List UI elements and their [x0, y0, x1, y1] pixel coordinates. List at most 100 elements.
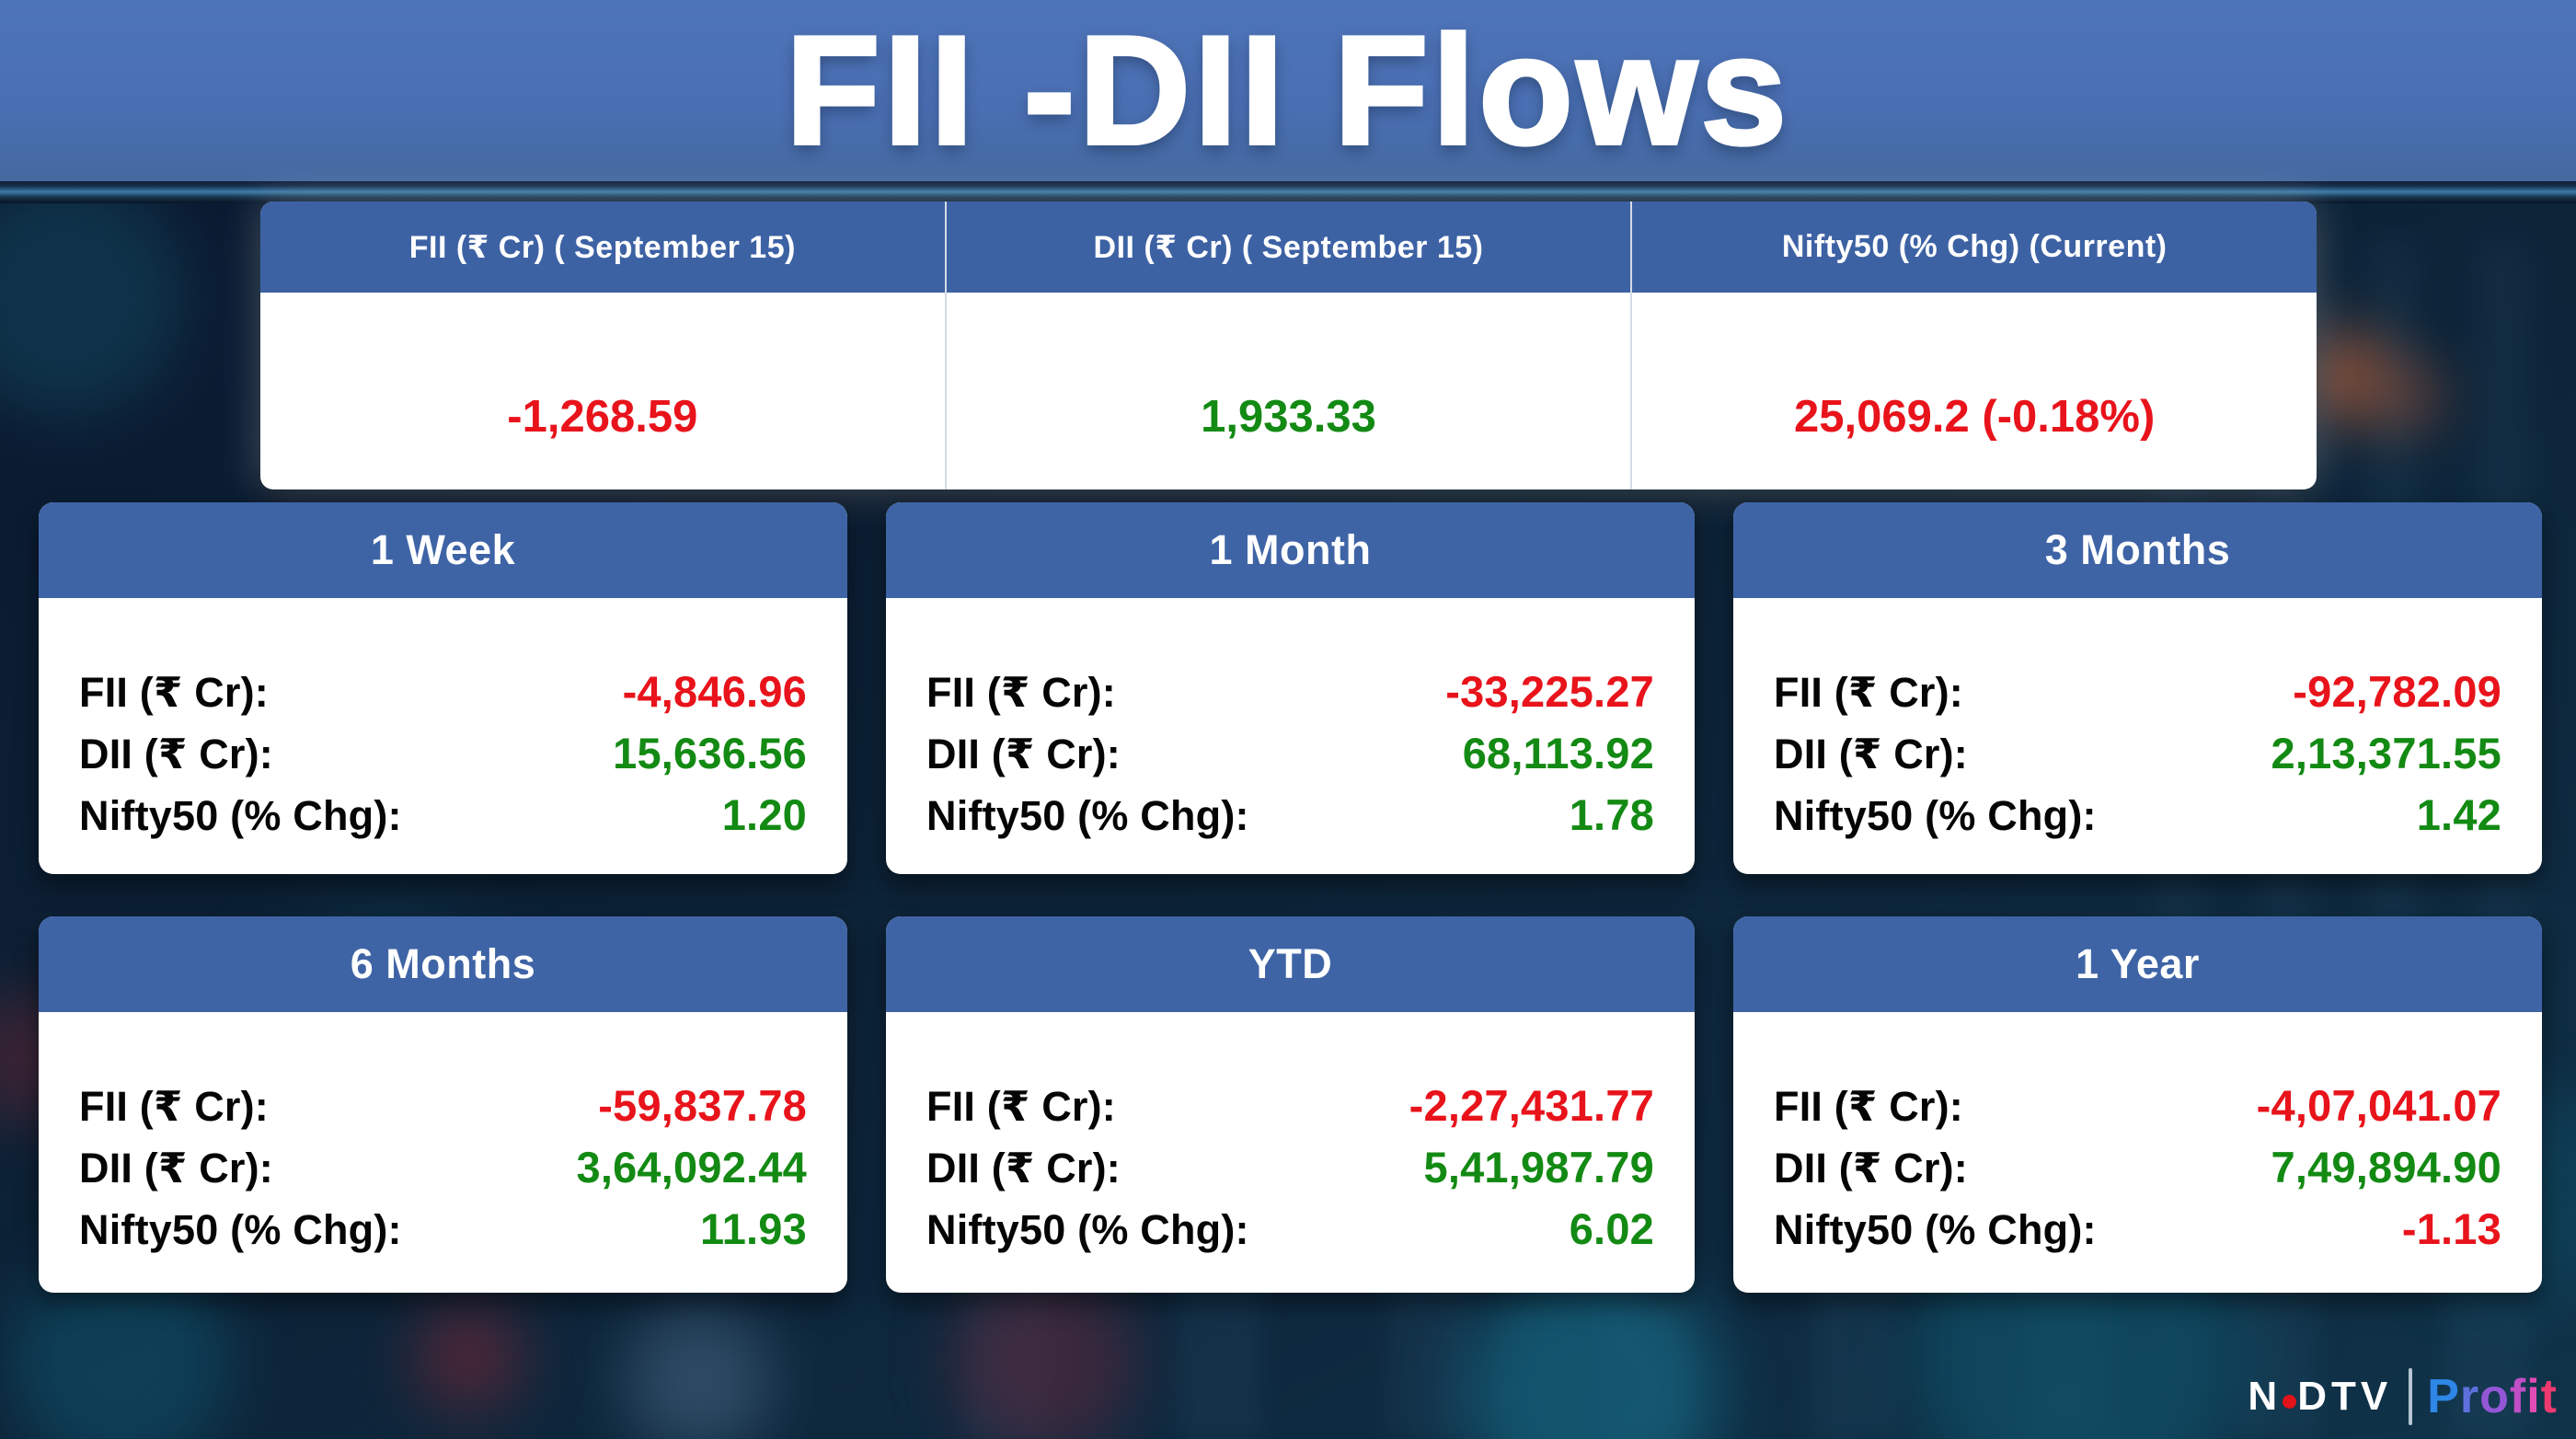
summary-col-dii: DII (₹ Cr) ( September 15) 1,933.33: [944, 201, 1631, 489]
nifty-label: Nifty50 (% Chg):: [926, 1206, 1249, 1253]
nifty-label: Nifty50 (% Chg):: [1774, 1206, 2097, 1253]
dii-label: DII (₹ Cr):: [1774, 731, 1968, 777]
bokeh-circle: [0, 175, 184, 414]
nifty-row: Nifty50 (% Chg): 1.42: [1774, 789, 2501, 851]
dii-value: 2,13,371.55: [2271, 729, 2501, 777]
fii-row: FII (₹ Cr): -92,782.09: [1774, 666, 2501, 728]
bokeh-circle: [2302, 333, 2390, 421]
nifty-value: 11.93: [699, 1204, 807, 1253]
bokeh-circle: [626, 1307, 773, 1439]
summary-header-nifty: Nifty50 (% Chg) (Current): [1632, 201, 2317, 293]
fii-label: FII (₹ Cr):: [926, 669, 1116, 716]
nifty-value: -1.13: [2401, 1204, 2501, 1253]
nifty-row: Nifty50 (% Chg): 11.93: [79, 1203, 807, 1265]
dii-label: DII (₹ Cr):: [1774, 1145, 1968, 1191]
nifty-value: 1.78: [1569, 790, 1654, 839]
period-card-header: 1 Month: [886, 502, 1695, 598]
profit-letter: f: [2509, 1370, 2527, 1423]
summary-value-dii: 1,933.33: [1201, 392, 1376, 442]
fii-value: -33,225.27: [1445, 667, 1654, 716]
fii-row: FII (₹ Cr): -2,27,431.77: [926, 1080, 1654, 1142]
ndtv-wordmark: N DTV: [2248, 1374, 2392, 1420]
fii-value: -92,782.09: [2293, 667, 2501, 716]
nifty-value: 6.02: [1569, 1204, 1654, 1253]
dii-row: DII (₹ Cr): 5,41,987.79: [926, 1142, 1654, 1203]
period-card-header: 6 Months: [39, 916, 847, 1012]
fii-label: FII (₹ Cr):: [926, 1083, 1116, 1130]
period-card-header: YTD: [886, 916, 1695, 1012]
ndtv-letter-n: N: [2248, 1374, 2283, 1419]
profit-letter: o: [2479, 1370, 2510, 1423]
dii-value: 7,49,894.90: [2271, 1143, 2501, 1191]
summary-header-dii: DII (₹ Cr) ( September 15): [946, 201, 1631, 293]
nifty-label: Nifty50 (% Chg):: [926, 792, 1249, 839]
fii-row: FII (₹ Cr): -4,07,041.07: [1774, 1080, 2501, 1142]
period-card-ytd: YTD FII (₹ Cr): -2,27,431.77 DII (₹ Cr):…: [886, 916, 1695, 1293]
dii-label: DII (₹ Cr):: [926, 731, 1121, 777]
fii-row: FII (₹ Cr): -4,846.96: [79, 666, 807, 728]
nifty-value: 1.42: [2416, 790, 2501, 839]
fii-label: FII (₹ Cr):: [79, 1083, 269, 1130]
dii-value: 3,64,092.44: [576, 1143, 807, 1191]
nifty-value: 1.20: [721, 790, 807, 839]
period-card-1-year: 1 Year FII (₹ Cr): -4,07,041.07 DII (₹ C…: [1733, 916, 2542, 1293]
dii-value: 5,41,987.79: [1423, 1143, 1654, 1191]
fii-row: FII (₹ Cr): -59,837.78: [79, 1080, 807, 1142]
nifty-label: Nifty50 (% Chg):: [79, 1206, 402, 1253]
profit-letter: P: [2427, 1370, 2460, 1423]
banner-divider-strip: [0, 181, 2576, 203]
period-cards-row-2: 6 Months FII (₹ Cr): -59,837.78 DII (₹ C…: [39, 916, 2542, 1293]
summary-value-fii: -1,268.59: [507, 392, 698, 442]
bokeh-circle: [414, 1302, 524, 1412]
nifty-label: Nifty50 (% Chg):: [1774, 792, 2097, 839]
period-card-header: 1 Week: [39, 502, 847, 598]
period-card-1-week: 1 Week FII (₹ Cr): -4,846.96 DII (₹ Cr):…: [39, 502, 847, 874]
dii-label: DII (₹ Cr):: [79, 1145, 273, 1191]
fii-label: FII (₹ Cr):: [1774, 1083, 1963, 1130]
profit-letter: r: [2459, 1370, 2480, 1423]
ndtv-red-dot-icon: [2283, 1394, 2297, 1409]
dii-label: DII (₹ Cr):: [926, 1145, 1121, 1191]
page-title: FII -DII Flows: [784, 2, 1790, 178]
summary-col-fii: FII (₹ Cr) ( September 15) -1,268.59: [260, 201, 945, 489]
bokeh-circle: [2383, 370, 2438, 425]
period-card-1-month: 1 Month FII (₹ Cr): -33,225.27 DII (₹ Cr…: [886, 502, 1695, 874]
ndtv-letters-dtv: DTV: [2297, 1374, 2393, 1419]
summary-value-nifty: 25,069.2 (-0.18%): [1794, 392, 2156, 442]
dii-value: 68,113.92: [1462, 729, 1654, 777]
fii-label: FII (₹ Cr):: [1774, 669, 1963, 716]
period-card-3-months: 3 Months FII (₹ Cr): -92,782.09 DII (₹ C…: [1733, 502, 2542, 874]
dii-row: DII (₹ Cr): 15,636.56: [79, 728, 807, 789]
period-cards-row-1: 1 Week FII (₹ Cr): -4,846.96 DII (₹ Cr):…: [39, 502, 2542, 874]
background-streaks-bottom: [966, 1270, 2576, 1439]
period-card-header: 1 Year: [1733, 916, 2542, 1012]
nifty-row: Nifty50 (% Chg): 1.78: [926, 789, 1654, 851]
logo-divider-bar: [2409, 1368, 2413, 1425]
fii-value: -4,07,041.07: [2256, 1081, 2501, 1130]
fii-value: -2,27,431.77: [1409, 1081, 1654, 1130]
dii-row: DII (₹ Cr): 68,113.92: [926, 728, 1654, 789]
nifty-row: Nifty50 (% Chg): -1.13: [1774, 1203, 2501, 1265]
profit-letter: i: [2526, 1370, 2541, 1423]
dii-row: DII (₹ Cr): 3,64,092.44: [79, 1142, 807, 1203]
summary-table: FII (₹ Cr) ( September 15) -1,268.59 DII…: [260, 201, 2317, 489]
fii-row: FII (₹ Cr): -33,225.27: [926, 666, 1654, 728]
summary-header-fii: FII (₹ Cr) ( September 15): [260, 201, 945, 293]
dii-row: DII (₹ Cr): 2,13,371.55: [1774, 728, 2501, 789]
profit-letter: t: [2540, 1370, 2558, 1423]
fii-value: -59,837.78: [598, 1081, 807, 1130]
fii-label: FII (₹ Cr):: [79, 669, 269, 716]
period-card-6-months: 6 Months FII (₹ Cr): -59,837.78 DII (₹ C…: [39, 916, 847, 1293]
dii-row: DII (₹ Cr): 7,49,894.90: [1774, 1142, 2501, 1203]
dii-label: DII (₹ Cr):: [79, 731, 273, 777]
period-card-header: 3 Months: [1733, 502, 2542, 598]
fii-value: -4,846.96: [622, 667, 807, 716]
nifty-label: Nifty50 (% Chg):: [79, 792, 402, 839]
nifty-row: Nifty50 (% Chg): 6.02: [926, 1203, 1654, 1265]
dii-value: 15,636.56: [613, 729, 807, 777]
title-banner: FII -DII Flows: [0, 0, 2576, 181]
bokeh-circle: [952, 1270, 1136, 1439]
